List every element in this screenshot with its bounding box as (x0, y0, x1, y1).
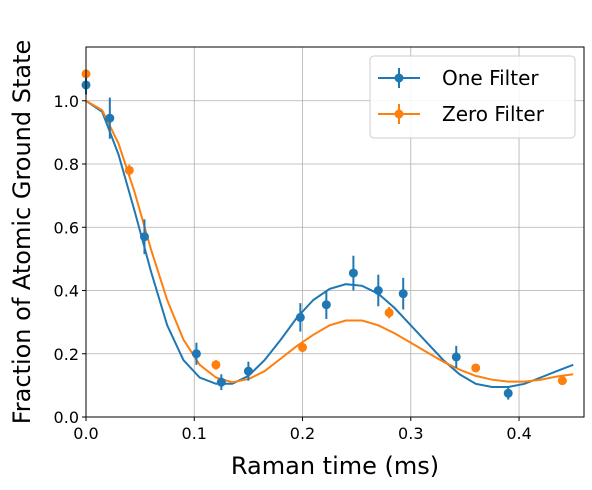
y-tick-label: 0.2 (54, 345, 79, 364)
data-point (503, 388, 513, 398)
x-tick-label: 0.1 (182, 424, 207, 443)
fit-curves (85, 99, 574, 388)
data-point (557, 376, 567, 386)
fit-line-2 (85, 99, 574, 384)
x-tick-label: 0.0 (73, 424, 98, 443)
y-tick-label: 0.6 (54, 218, 79, 237)
y-tick-label: 0.8 (54, 155, 79, 174)
plot-frame (85, 46, 585, 418)
data-point (298, 342, 308, 352)
x-tick-label: 0.4 (506, 424, 531, 443)
legend-marker (394, 109, 404, 119)
data-point (373, 286, 383, 296)
legend-marker (394, 73, 404, 83)
data-point (191, 349, 201, 359)
data-point (471, 363, 481, 373)
legend-label: Zero Filter (442, 102, 545, 126)
data-point (384, 308, 394, 318)
data-point (216, 377, 226, 387)
y-tick-label: 1.0 (54, 92, 79, 111)
legend-box (369, 55, 576, 139)
legend-label: One Filter (442, 66, 539, 90)
data-point (139, 232, 149, 242)
data-point (124, 165, 134, 175)
x-tick-label: 0.2 (290, 424, 315, 443)
y-tick-label: 0.4 (54, 282, 79, 301)
data-point (105, 113, 115, 123)
x-tick-label: 0.3 (398, 424, 423, 443)
fit-line-1 (85, 99, 574, 388)
data-point (398, 289, 408, 299)
x-axis-label: Raman time (ms) (231, 452, 439, 480)
data-point (451, 352, 461, 362)
legend: One Filter Zero Filter (369, 55, 576, 139)
y-axis-label: Fraction of Atomic Ground State (8, 40, 36, 425)
data-point (348, 268, 358, 278)
axis-ticks: 0.0 0.1 0.2 0.3 0.4 0.0 0.2 0.4 0.6 0.8 1.0 (54, 92, 532, 443)
data-point (321, 300, 331, 310)
data-point (211, 360, 221, 370)
data-point (295, 312, 305, 322)
y-tick-label: 0.0 (54, 408, 79, 427)
data-point (243, 366, 253, 376)
